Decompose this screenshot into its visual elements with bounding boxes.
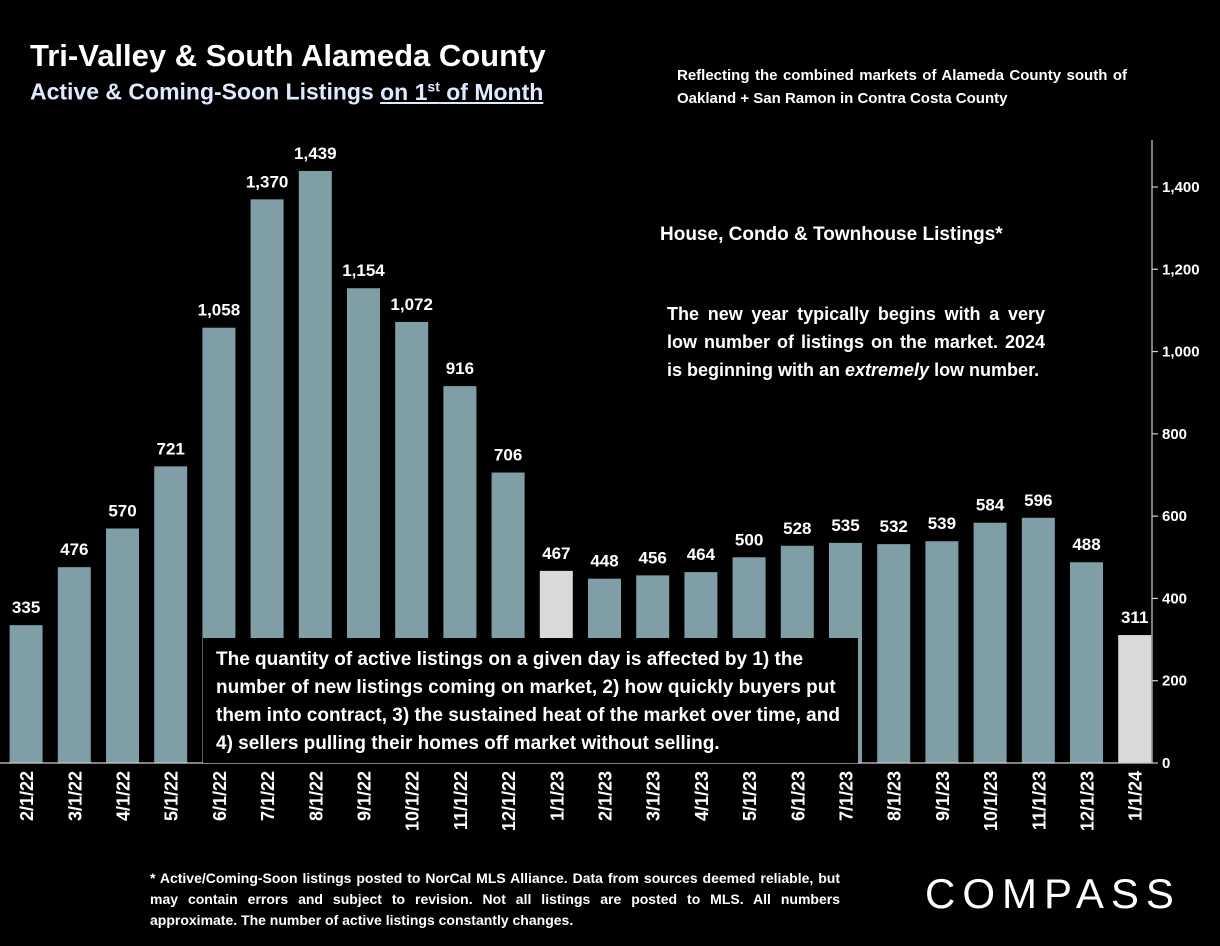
- value-label-9-1-23: 539: [928, 514, 956, 533]
- x-tick-label-10-1-22: 10/1/22: [403, 771, 423, 831]
- x-tick-label-6-1-22: 6/1/22: [210, 771, 230, 821]
- y-tick-label: 800: [1162, 426, 1187, 443]
- x-tick-label-6-1-23: 6/1/23: [788, 771, 808, 821]
- value-label-6-1-23: 528: [783, 519, 811, 538]
- x-tick-label-4-1-22: 4/1/22: [114, 771, 134, 821]
- value-label-1-1-23: 467: [542, 544, 570, 563]
- x-tick-label-3-1-22: 3/1/22: [65, 771, 85, 821]
- value-label-8-1-22: 1,439: [294, 144, 337, 163]
- explanation-box: The quantity of active listings on a giv…: [203, 638, 858, 763]
- value-label-7-1-22: 1,370: [246, 172, 289, 191]
- x-tick-label-4-1-23: 4/1/23: [692, 771, 712, 821]
- x-tick-label-1-1-23: 1/1/23: [547, 771, 567, 821]
- value-label-7-1-23: 535: [831, 516, 859, 535]
- x-tick-label-3-1-23: 3/1/23: [644, 771, 664, 821]
- x-tick-label-9-1-22: 9/1/22: [355, 771, 375, 821]
- y-tick-label: 1,400: [1162, 179, 1200, 196]
- bar-9-1-23: [925, 541, 959, 763]
- bar-8-1-23: [877, 544, 911, 763]
- value-label-1-1-24: 311: [1121, 608, 1148, 627]
- y-tick-label: 400: [1162, 590, 1187, 607]
- subtitle-underlined: on 1st of Month: [380, 78, 544, 105]
- x-tick-label-1-1-24: 1/1/24: [1126, 771, 1146, 821]
- value-label-11-1-23: 596: [1024, 491, 1052, 510]
- y-tick-label: 600: [1162, 508, 1187, 525]
- value-label-12-1-23: 488: [1072, 535, 1100, 554]
- x-tick-label-10-1-23: 10/1/23: [981, 771, 1001, 831]
- x-tick-labels-group: 2/1/22 3/1/22 4/1/22 5/1/22 6/1/22 7/1/22 8/1/…: [17, 771, 1146, 831]
- value-label-10-1-22: 1,072: [390, 295, 433, 314]
- market-note: Reflecting the combined markets of Alame…: [677, 67, 1127, 107]
- value-label-2-1-22: 335: [12, 598, 40, 617]
- chart-subtitle: Active & Coming-Soon Listings on 1st of …: [30, 78, 543, 106]
- x-tick-label-7-1-22: 7/1/22: [258, 771, 278, 821]
- annotation-text: The new year typically begins with a ver…: [667, 300, 1045, 384]
- bar-2-1-22: [9, 625, 43, 763]
- x-tick-label-2-1-22: 2/1/22: [17, 771, 37, 821]
- value-label-3-1-23: 456: [639, 548, 667, 567]
- annotation-after: low number.: [929, 360, 1040, 380]
- footnote: * Active/Coming-Soon listings posted to …: [150, 870, 840, 928]
- value-labels-group: 335 476 570 721 1,058 1,370 1,439 1,154 1,072 916…: [12, 144, 1149, 627]
- value-label-3-1-22: 476: [60, 540, 88, 559]
- value-label-11-1-22: 916: [446, 359, 474, 378]
- bar-1-1-24: [1118, 635, 1152, 763]
- x-tick-label-11-1-23: 11/1/23: [1029, 771, 1049, 830]
- subtitle-underlined-text: on 1: [380, 78, 428, 105]
- value-label-5-1-22: 721: [157, 439, 185, 458]
- value-label-4-1-23: 464: [687, 545, 716, 564]
- value-label-12-1-22: 706: [494, 446, 522, 465]
- subtitle-prefix: Active & Coming-Soon Listings: [30, 78, 381, 105]
- annotation-emphasis: extremely: [845, 360, 930, 380]
- value-label-6-1-22: 1,058: [198, 301, 241, 320]
- x-tick-label-5-1-22: 5/1/22: [162, 771, 182, 821]
- bar-10-1-23: [973, 522, 1007, 763]
- x-tick-label-12-1-23: 12/1/23: [1078, 771, 1098, 831]
- bar-12-1-23: [1070, 562, 1103, 763]
- series-label: House, Condo & Townhouse Listings*: [660, 224, 1003, 245]
- subtitle-suffix: of Month: [439, 78, 544, 105]
- bar-3-1-22: [57, 567, 91, 763]
- x-tick-label-8-1-22: 8/1/22: [306, 771, 326, 821]
- x-tick-label-2-1-23: 2/1/23: [596, 771, 616, 821]
- chart-title: Tri-Valley & South Alameda County: [30, 38, 546, 73]
- bar-11-1-23: [1021, 517, 1055, 763]
- x-tick-label-7-1-23: 7/1/23: [837, 771, 857, 821]
- bar-4-1-22: [106, 528, 139, 763]
- x-tick-label-5-1-23: 5/1/23: [740, 771, 760, 821]
- value-label-4-1-22: 570: [108, 501, 136, 520]
- value-label-5-1-23: 500: [735, 530, 763, 549]
- bar-5-1-22: [154, 466, 188, 763]
- y-axis: 0 200 400 600 800 1,000 1,200 1,400: [0, 140, 1200, 772]
- y-tick-label: 200: [1162, 673, 1187, 690]
- value-label-10-1-23: 584: [976, 496, 1005, 515]
- x-tick-label-9-1-23: 9/1/23: [933, 771, 953, 821]
- x-tick-label-11-1-22: 11/1/22: [451, 771, 471, 830]
- annotation-before: The new year typically begins with a ver…: [667, 304, 1045, 380]
- compass-logo: COMPASS: [925, 870, 1181, 917]
- y-tick-label: 1,000: [1162, 344, 1200, 361]
- y-tick-label: 1,200: [1162, 261, 1200, 278]
- x-tick-label-12-1-22: 12/1/22: [499, 771, 519, 831]
- value-label-8-1-23: 532: [880, 517, 908, 536]
- x-tick-label-8-1-23: 8/1/23: [885, 771, 905, 821]
- value-label-9-1-22: 1,154: [342, 261, 385, 280]
- value-label-2-1-23: 448: [590, 552, 618, 571]
- y-tick-label: 0: [1162, 755, 1170, 772]
- subtitle-superscript: st: [427, 78, 440, 94]
